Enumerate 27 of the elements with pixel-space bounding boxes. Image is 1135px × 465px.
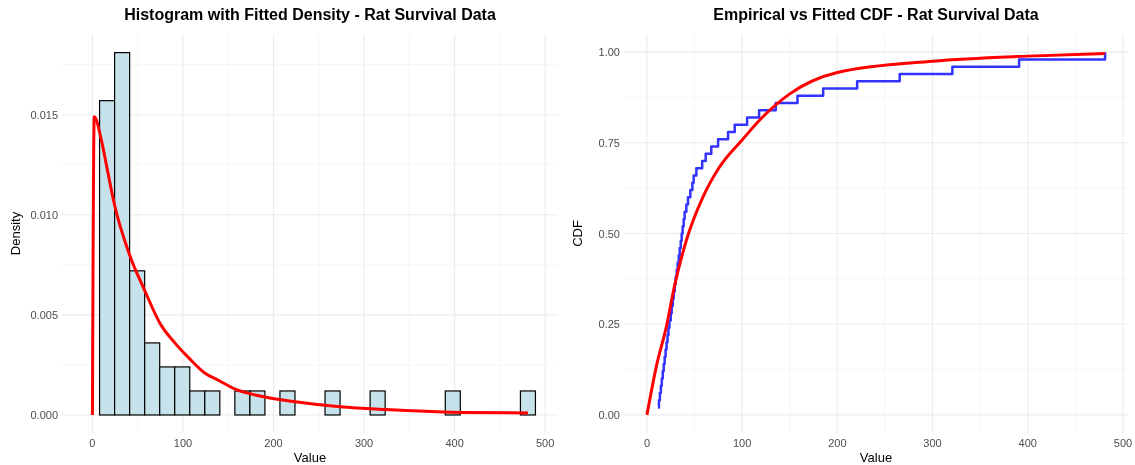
- x-tick-label: 200: [264, 437, 283, 449]
- x-tick-label: 0: [643, 437, 651, 449]
- y-tick-label: 0.50: [598, 227, 620, 240]
- y-tick-label: 0.000: [30, 408, 58, 421]
- y-axis-title: Density: [8, 211, 23, 256]
- x-axis-title: Value: [293, 450, 327, 465]
- x-tick-label: 500: [1113, 437, 1133, 449]
- x-tick-label: 300: [923, 437, 942, 449]
- x-tick-label: 400: [445, 437, 464, 449]
- chart-title: Empirical vs Fitted CDF - Rat Survival Data: [713, 6, 1039, 23]
- y-axis-title: CDF: [570, 220, 585, 247]
- x-tick-label: 300: [354, 437, 374, 449]
- x-tick-label: 400: [1018, 437, 1037, 449]
- chart-title: Histogram with Fitted Density - Rat Survival Data: [124, 6, 496, 23]
- y-tick-label: 0.75: [598, 136, 620, 149]
- y-tick-label: 1.00: [598, 46, 620, 59]
- x-tick-label: 0: [89, 437, 96, 449]
- y-tick-label: 0.015: [30, 108, 58, 121]
- y-tick-label: 0.005: [30, 308, 58, 321]
- x-tick-label: 500: [535, 437, 555, 449]
- y-tick-label: 0.00: [598, 408, 620, 421]
- x-tick-label: 100: [732, 437, 752, 449]
- x-tick-label: 100: [173, 437, 193, 449]
- x-axis-title: Value: [859, 450, 893, 465]
- y-tick-label: 0.25: [598, 318, 620, 331]
- y-tick-label: 0.010: [30, 208, 58, 221]
- x-tick-label: 200: [828, 437, 847, 449]
